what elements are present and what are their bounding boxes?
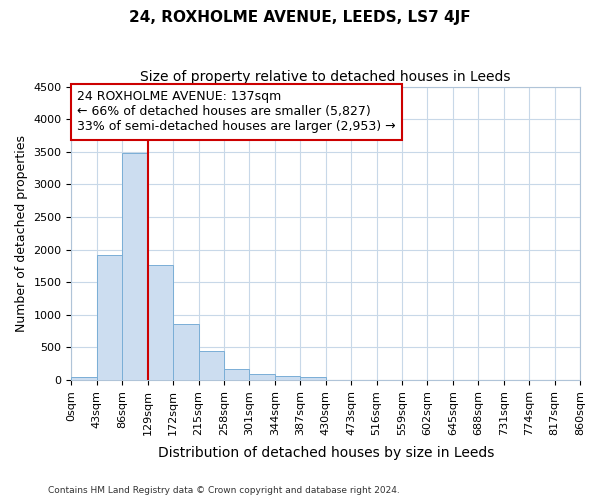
Bar — [173, 324, 199, 380]
Bar — [300, 377, 326, 380]
Bar — [71, 377, 97, 380]
Bar — [199, 350, 224, 380]
Title: Size of property relative to detached houses in Leeds: Size of property relative to detached ho… — [140, 70, 511, 84]
Bar — [148, 266, 173, 380]
Text: 24 ROXHOLME AVENUE: 137sqm
← 66% of detached houses are smaller (5,827)
33% of s: 24 ROXHOLME AVENUE: 137sqm ← 66% of deta… — [77, 90, 396, 134]
Bar — [250, 374, 275, 380]
Text: Contains HM Land Registry data © Crown copyright and database right 2024.: Contains HM Land Registry data © Crown c… — [48, 486, 400, 495]
Y-axis label: Number of detached properties: Number of detached properties — [15, 135, 28, 332]
Bar — [275, 376, 300, 380]
Bar — [224, 368, 250, 380]
Text: 24, ROXHOLME AVENUE, LEEDS, LS7 4JF: 24, ROXHOLME AVENUE, LEEDS, LS7 4JF — [129, 10, 471, 25]
Bar — [97, 255, 122, 380]
Bar — [122, 153, 148, 380]
X-axis label: Distribution of detached houses by size in Leeds: Distribution of detached houses by size … — [158, 446, 494, 460]
